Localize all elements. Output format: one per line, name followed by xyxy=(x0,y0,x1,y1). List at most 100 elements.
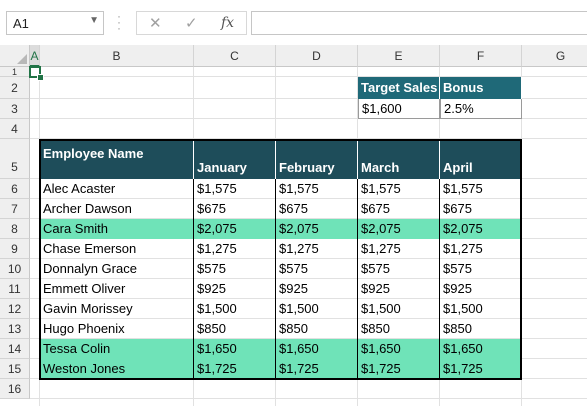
gridline xyxy=(30,76,587,77)
sales-value-cell[interactable]: $575 xyxy=(276,259,358,279)
sales-value-cell[interactable]: $675 xyxy=(440,199,522,219)
sales-value-cell[interactable]: $1,275 xyxy=(194,239,276,259)
column-header-d[interactable]: D xyxy=(276,45,358,67)
sales-value-cell[interactable]: $925 xyxy=(276,279,358,299)
sales-value-cell[interactable]: $575 xyxy=(440,259,522,279)
sales-value-cell[interactable]: $850 xyxy=(194,319,276,339)
sales-value-cell[interactable]: $850 xyxy=(440,319,522,339)
sales-value-cell[interactable]: $1,725 xyxy=(194,359,276,379)
column-header-f[interactable]: F xyxy=(440,45,522,67)
row-header-11[interactable]: 11 xyxy=(0,279,30,299)
row-header-4[interactable]: 4 xyxy=(0,119,30,139)
column-header-b[interactable]: B xyxy=(40,45,194,67)
sales-value-cell[interactable]: $1,275 xyxy=(358,239,440,259)
sales-value-cell[interactable]: $1,500 xyxy=(358,299,440,319)
fill-handle[interactable] xyxy=(37,74,44,81)
row-header-5[interactable]: 5 xyxy=(0,139,30,179)
sales-value-cell[interactable]: $1,275 xyxy=(276,239,358,259)
sales-value-cell[interactable]: $1,650 xyxy=(358,339,440,359)
sales-value-cell[interactable]: $1,575 xyxy=(276,179,358,199)
sales-value-cell[interactable]: $1,650 xyxy=(440,339,522,359)
sales-value-cell[interactable]: $1,650 xyxy=(276,339,358,359)
sales-value-cell[interactable]: $850 xyxy=(358,319,440,339)
table-header-cell[interactable]: Employee Name xyxy=(40,139,194,179)
employee-name-cell[interactable]: Weston Jones xyxy=(40,359,194,379)
gridline xyxy=(30,298,587,299)
employee-name-cell[interactable]: Alec Acaster xyxy=(40,179,194,199)
name-box[interactable]: A1 ▼ xyxy=(6,11,104,35)
table-header-cell[interactable]: February xyxy=(276,139,358,179)
sales-value-cell[interactable]: $675 xyxy=(194,199,276,219)
column-header-g[interactable]: G xyxy=(522,45,587,67)
sales-value-cell[interactable]: $675 xyxy=(358,199,440,219)
target-header-cell[interactable]: Target Sales xyxy=(358,77,440,99)
gridline xyxy=(30,98,587,99)
selected-cell-a1[interactable] xyxy=(29,66,41,78)
formula-buttons: ✕ ✓ fx xyxy=(136,11,247,35)
cancel-icon[interactable]: ✕ xyxy=(149,15,162,32)
table-header-cell[interactable]: March xyxy=(358,139,440,179)
column-header-a[interactable]: A xyxy=(30,45,40,67)
row-header-10[interactable]: 10 xyxy=(0,259,30,279)
sales-value-cell[interactable]: $575 xyxy=(194,259,276,279)
row-header-12[interactable]: 12 xyxy=(0,299,30,319)
sales-value-cell[interactable]: $1,500 xyxy=(194,299,276,319)
sales-value-cell[interactable]: $2,075 xyxy=(194,219,276,239)
row-header-7[interactable]: 7 xyxy=(0,199,30,219)
row-header-1[interactable]: 1 xyxy=(0,67,30,77)
column-header-c[interactable]: C xyxy=(194,45,276,67)
employee-name-cell[interactable]: Chase Emerson xyxy=(40,239,194,259)
row-header-15[interactable]: 15 xyxy=(0,359,30,379)
sales-value-cell[interactable]: $1,500 xyxy=(440,299,522,319)
row-header-13[interactable]: 13 xyxy=(0,319,30,339)
gridline xyxy=(30,258,587,259)
employee-name-cell[interactable]: Gavin Morissey xyxy=(40,299,194,319)
row-header-6[interactable]: 6 xyxy=(0,179,30,199)
target-header-cell[interactable]: Bonus xyxy=(440,77,522,99)
sales-value-cell[interactable]: $675 xyxy=(276,199,358,219)
target-value-cell[interactable]: 2.5% xyxy=(440,99,522,119)
sales-value-cell[interactable]: $1,650 xyxy=(194,339,276,359)
sales-value-cell[interactable]: $925 xyxy=(440,279,522,299)
select-all-corner[interactable] xyxy=(0,45,30,67)
table-header-cell[interactable]: April xyxy=(440,139,522,179)
sales-value-cell[interactable]: $1,575 xyxy=(358,179,440,199)
sales-value-cell[interactable]: $1,725 xyxy=(276,359,358,379)
formula-input[interactable] xyxy=(251,11,587,35)
worksheet-grid[interactable]: A B C D E F G 1 2 3 4 5 6 7 8 9 10 11 12 13 14 15 16 Target Sal… xyxy=(0,45,587,406)
gridline xyxy=(30,218,587,219)
row-header-8[interactable]: 8 xyxy=(0,219,30,239)
employee-name-cell[interactable]: Emmett Oliver xyxy=(40,279,194,299)
enter-icon[interactable]: ✓ xyxy=(185,15,198,32)
sales-value-cell[interactable]: $925 xyxy=(358,279,440,299)
sales-value-cell[interactable]: $850 xyxy=(276,319,358,339)
row-header-16[interactable]: 16 xyxy=(0,379,30,399)
sales-value-cell[interactable]: $925 xyxy=(194,279,276,299)
sales-value-cell[interactable]: $1,725 xyxy=(358,359,440,379)
sales-value-cell[interactable]: $575 xyxy=(358,259,440,279)
sales-value-cell[interactable]: $2,075 xyxy=(276,219,358,239)
sales-value-cell[interactable]: $1,575 xyxy=(194,179,276,199)
sales-value-cell[interactable]: $1,275 xyxy=(440,239,522,259)
column-header-e[interactable]: E xyxy=(358,45,440,67)
employee-name-cell[interactable]: Donnalyn Grace xyxy=(40,259,194,279)
employee-name-cell[interactable]: Tessa Colin xyxy=(40,339,194,359)
chevron-down-icon[interactable]: ▼ xyxy=(89,15,99,26)
row-header-14[interactable]: 14 xyxy=(0,339,30,359)
table-header-cell[interactable]: January xyxy=(194,139,276,179)
drag-handle-icon[interactable]: · · · xyxy=(117,9,121,35)
target-value-cell[interactable]: $1,600 xyxy=(358,99,440,119)
sales-value-cell[interactable]: $1,575 xyxy=(440,179,522,199)
row-header-3[interactable]: 3 xyxy=(0,99,30,119)
employee-name-cell[interactable]: Hugo Phoenix xyxy=(40,319,194,339)
row-header-2[interactable]: 2 xyxy=(0,77,30,99)
sales-value-cell[interactable]: $2,075 xyxy=(358,219,440,239)
row-header-9[interactable]: 9 xyxy=(0,239,30,259)
insert-function-icon[interactable]: fx xyxy=(221,15,235,31)
sales-value-cell[interactable]: $2,075 xyxy=(440,219,522,239)
employee-name-cell[interactable]: Cara Smith xyxy=(40,219,194,239)
sales-value-cell[interactable]: $1,725 xyxy=(440,359,522,379)
formula-bar: A1 ▼ · · · ✕ ✓ fx xyxy=(0,0,587,46)
sales-value-cell[interactable]: $1,500 xyxy=(276,299,358,319)
employee-name-cell[interactable]: Archer Dawson xyxy=(40,199,194,219)
